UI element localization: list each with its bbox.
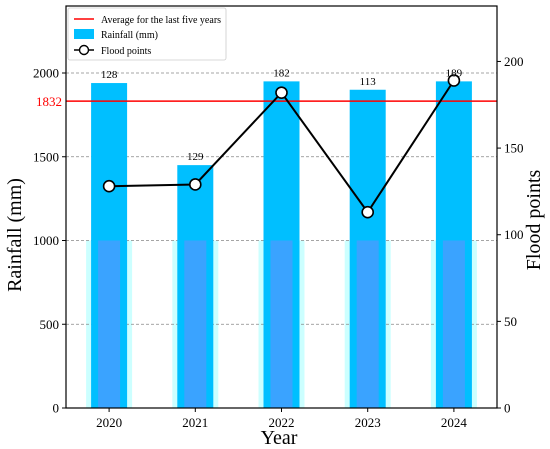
flood-point-marker (447, 74, 461, 87)
y-tick-label: 0 (53, 401, 60, 416)
legend-rainfall-label: Rainfall (mm) (101, 30, 158, 41)
y-tick-label: 2000 (33, 66, 59, 81)
legend-flood-label: Flood points (101, 46, 151, 57)
legend-average-label: Average for the last five years (101, 15, 221, 26)
legend: Average for the last five years Rainfall … (67, 7, 227, 61)
flood-value-label: 128 (101, 69, 118, 81)
y-tick-label: 1500 (33, 149, 59, 164)
y2-axis-title: Flood points (523, 169, 545, 270)
y-tick-label: 500 (40, 317, 60, 332)
bar-inner-overlay (270, 240, 293, 408)
x-tick-label: 2021 (182, 415, 208, 430)
rainfall-bars (91, 81, 472, 409)
flood-point-marker (275, 86, 288, 99)
legend-box (67, 7, 227, 61)
x-tick-label: 2022 (269, 415, 295, 430)
flood-point-marker (189, 178, 202, 191)
y2-tick-label: 50 (504, 314, 517, 329)
bar-inner-overlay (184, 240, 207, 408)
y2-tick-label: 150 (504, 141, 524, 156)
x-tick-label: 2024 (441, 415, 468, 430)
flood-value-label: 113 (360, 76, 377, 88)
flood-value-label: 182 (273, 67, 290, 79)
y-tick-label: 1000 (33, 233, 59, 248)
average-value-label: 1832 (36, 94, 62, 109)
y-axis-title: Rainfall (mm) (4, 178, 26, 292)
bar-inner-overlay (98, 240, 121, 408)
y2-tick-label: 200 (504, 54, 524, 69)
flood-points-series: 128 129 182 113 189 (101, 67, 463, 219)
flood-point-marker (102, 179, 116, 193)
x-tick-label: 2020 (96, 415, 122, 430)
flood-value-label: 189 (446, 67, 463, 79)
y2-tick-label: 0 (504, 401, 511, 416)
bar-inner-overlay (442, 240, 465, 408)
x-axis-title: Year (261, 427, 298, 449)
flood-point-marker (361, 205, 375, 219)
x-tick-label: 2023 (355, 415, 381, 430)
average-line-group: 1832 (36, 94, 497, 109)
flood-value-label: 129 (187, 151, 204, 163)
legend-rainfall-swatch (74, 29, 94, 39)
y2-tick-label: 100 (504, 227, 524, 242)
axes: 0 500 1000 1500 2000 0 50 100 150 200 2020 2021 2022… (33, 5, 524, 430)
legend-flood-marker-swatch (78, 44, 90, 56)
bar-inner-overlay (356, 240, 379, 408)
